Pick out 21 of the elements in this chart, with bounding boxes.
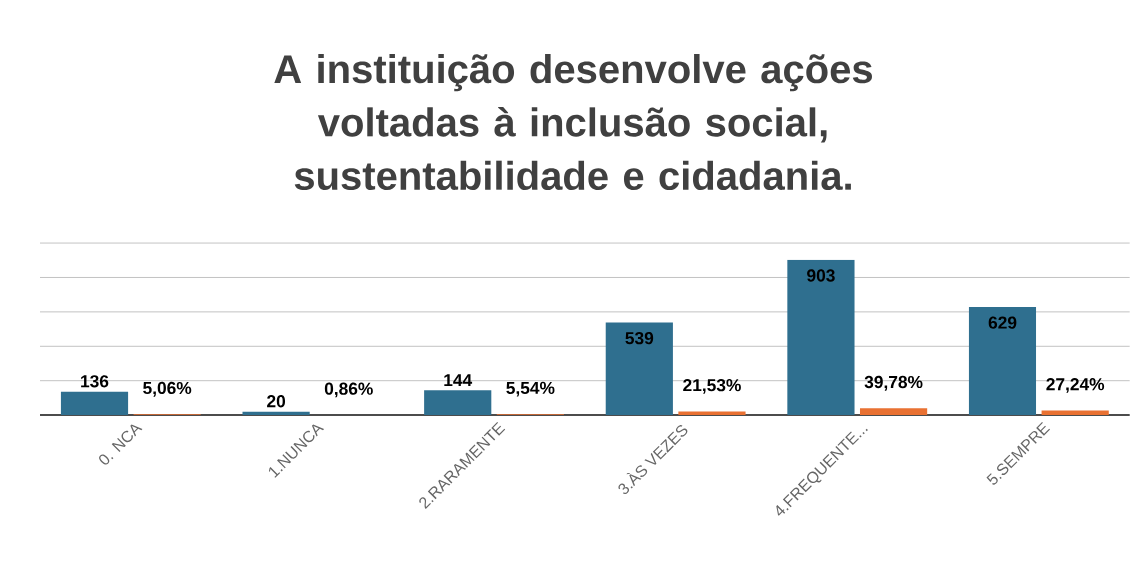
data-label: 629 [988, 316, 1017, 329]
bar [968, 306, 1037, 416]
data-label: 5,54% [506, 381, 555, 397]
data-label: 27,24% [1046, 377, 1105, 393]
bar [678, 411, 746, 416]
bar [605, 322, 673, 416]
bar [859, 408, 928, 416]
data-label: 20 [267, 395, 286, 408]
chart-title: A instituição desenvolve ações voltadas à inclusão social, sustentabilidade e cidadania. [274, 53, 872, 190]
data-label: 39,78% [864, 375, 923, 391]
data-label: 136 [81, 375, 109, 388]
data-label: 0,86% [324, 382, 373, 398]
data-label: 21,53% [683, 378, 741, 394]
data-label: 5,06% [143, 381, 192, 397]
data-label: 144 [444, 374, 473, 386]
bar [787, 259, 855, 416]
data-label: 539 [625, 331, 654, 345]
bar [1041, 410, 1109, 416]
bar [60, 391, 129, 416]
data-label: 903 [807, 269, 835, 282]
bar [424, 390, 492, 416]
